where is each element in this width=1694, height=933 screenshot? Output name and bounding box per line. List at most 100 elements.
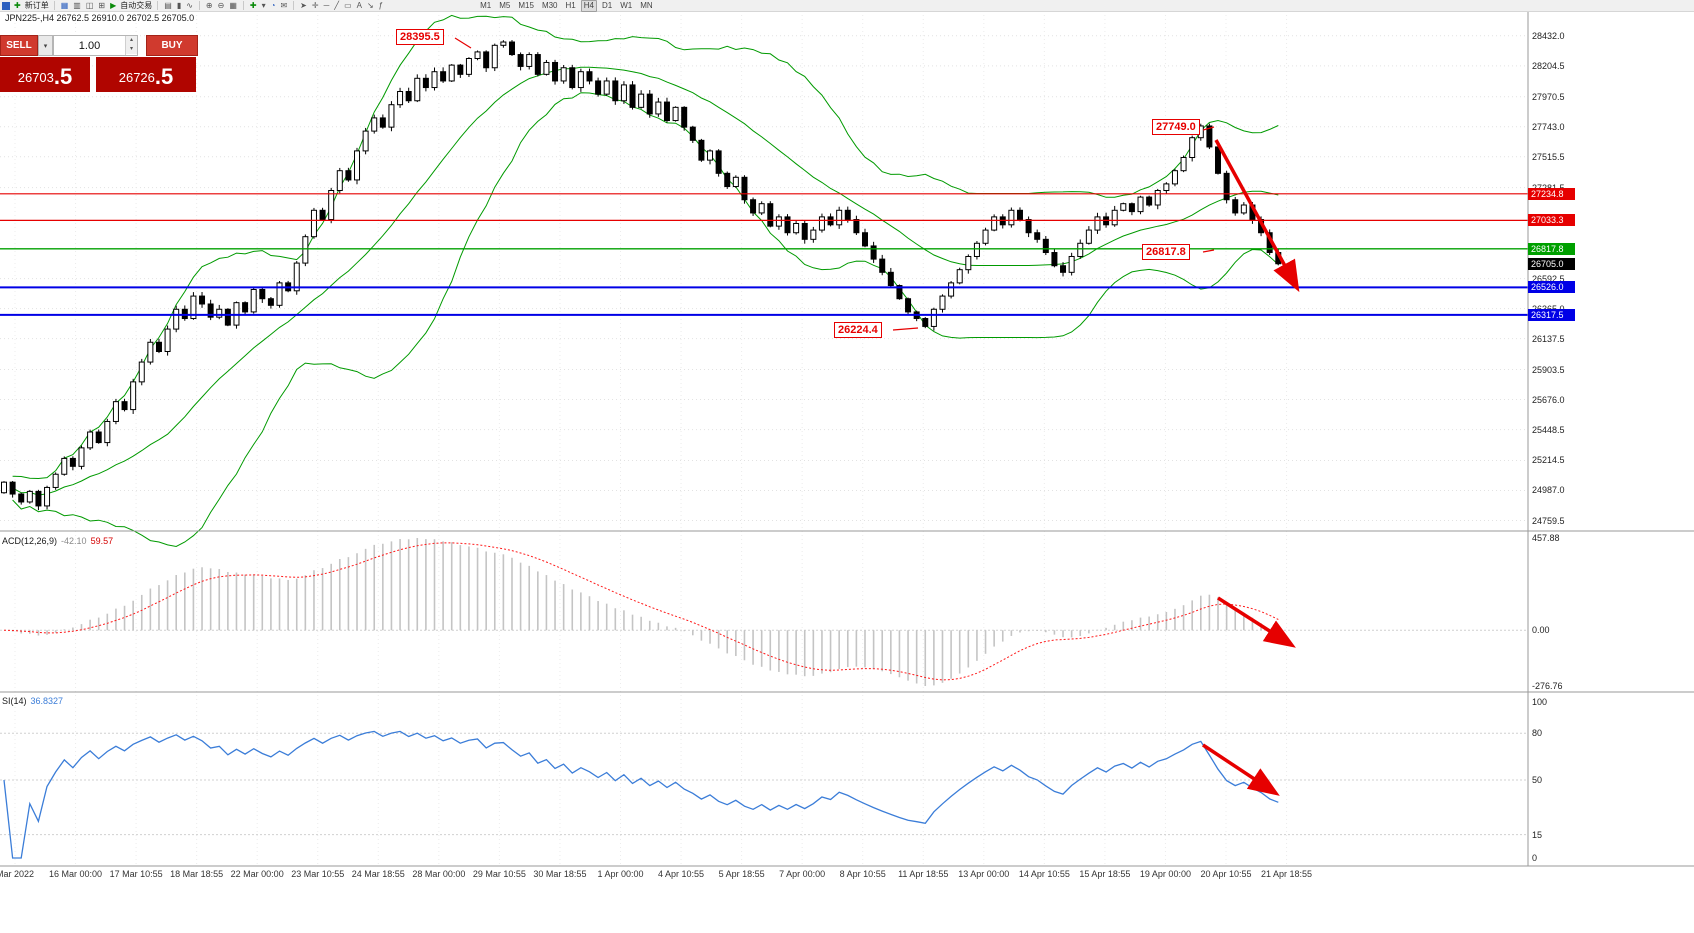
one-click-trading-panel: SELL ▾ ▴ ▾ BUY 26703.5 26726.5 bbox=[0, 35, 198, 92]
tile-windows-icon[interactable]: ▦ bbox=[229, 0, 237, 10]
add-indicator-icon[interactable]: ✚ bbox=[249, 0, 257, 10]
price-axis-label: 25903.5 bbox=[1532, 364, 1565, 375]
trendline-tool-icon[interactable]: ╱ bbox=[334, 0, 340, 10]
price-axis-label: 24759.5 bbox=[1532, 515, 1565, 526]
price-axis-label: 27515.5 bbox=[1532, 151, 1565, 162]
time-axis-label: 30 Mar 18:55 bbox=[533, 869, 587, 879]
buy-button[interactable]: BUY bbox=[146, 35, 198, 56]
annotation-connector bbox=[1202, 126, 1215, 131]
price-axis-label: 25214.5 bbox=[1532, 455, 1565, 466]
candlestick-series bbox=[1, 40, 1282, 511]
volume-stepper: ▴ ▾ bbox=[125, 36, 137, 55]
market-watch-icon[interactable]: ▦ bbox=[60, 0, 69, 10]
price-axis-label: 26365.0 bbox=[1532, 304, 1565, 314]
macd-main-value: -42.10 bbox=[61, 536, 87, 546]
timeframe-bar: M1 M5 M15 M30 H1 H4 D1 W1 MN bbox=[477, 0, 656, 12]
new-order-icon[interactable]: ✚ bbox=[14, 0, 21, 10]
buy-price-pip: .5 bbox=[154, 64, 174, 89]
timeframe-button-M30[interactable]: M30 bbox=[541, 0, 558, 10]
macd-indicator-label: ACD(12,26,9) -42.10 59.57 bbox=[2, 536, 113, 546]
downtrend-arrow-macd bbox=[1217, 596, 1296, 648]
macd-axis-label: 0.00 bbox=[1532, 625, 1550, 636]
timeframe-button-M5[interactable]: M5 bbox=[499, 0, 511, 10]
time-axis-label: 15 Apr 18:55 bbox=[1079, 869, 1131, 879]
volume-field: ▴ ▾ bbox=[53, 35, 138, 56]
rsi-axis-label: 80 bbox=[1532, 728, 1543, 739]
bollinger-bands bbox=[12, 14, 1279, 548]
rsi-axis-label: 15 bbox=[1532, 829, 1543, 840]
price-axis-label: 28432.0 bbox=[1532, 30, 1565, 41]
volume-down-button[interactable]: ▾ bbox=[126, 45, 137, 54]
toolbar: ✚ 新订单 ▦ ▥ ◫ ⊞ ▶ 自动交易 ▤ ▮ ∿ ⊕ ⊖ ▦ ✚ ▾ ◔ ✉… bbox=[0, 0, 1694, 12]
price-axis-label: 27281.5 bbox=[1532, 183, 1565, 193]
sell-price-pip: .5 bbox=[53, 64, 73, 89]
grid bbox=[0, 11, 1528, 866]
autotrading-button[interactable]: 自动交易 bbox=[120, 0, 153, 10]
timeframe-button-MN[interactable]: MN bbox=[640, 0, 653, 10]
navigator-icon[interactable]: ◫ bbox=[85, 0, 94, 10]
timeframe-button-D1[interactable]: D1 bbox=[601, 0, 613, 10]
time-axis-label: 11 Apr 18:55 bbox=[898, 869, 949, 879]
clock-icon[interactable]: ◔ bbox=[270, 0, 276, 10]
annotation-connector bbox=[892, 327, 919, 331]
timeframe-button-H1[interactable]: H1 bbox=[565, 0, 576, 10]
price-axis-label: 25448.5 bbox=[1532, 424, 1565, 435]
timeframe-button-M15[interactable]: M15 bbox=[518, 0, 534, 10]
toolbar-separator bbox=[242, 1, 244, 10]
toolbar-separator bbox=[293, 1, 295, 10]
bar-chart-icon[interactable]: ▤ bbox=[164, 0, 172, 10]
price-axis-label: 26592.5 bbox=[1532, 273, 1565, 284]
autotrading-play-icon[interactable]: ▶ bbox=[110, 0, 117, 10]
toolbar-separator bbox=[53, 1, 55, 10]
price-marker-box: 27033.3 bbox=[1528, 214, 1575, 227]
terminal-icon[interactable]: ⊞ bbox=[98, 0, 106, 10]
sell-price-display[interactable]: 26703.5 bbox=[0, 57, 90, 92]
zoom-in-icon[interactable]: ⊕ bbox=[205, 0, 213, 10]
volume-dropdown-button[interactable]: ▾ bbox=[38, 35, 53, 56]
cursor-icon[interactable]: ➤ bbox=[300, 0, 307, 10]
new-order-button[interactable]: 新订单 bbox=[24, 0, 49, 10]
symbol-ohlc-readout: JPN225-,H4 26762.5 26910.0 26702.5 26705… bbox=[5, 13, 195, 23]
price-marker-box: 27234.8 bbox=[1528, 187, 1575, 200]
time-axis-label: 17 Mar 10:55 bbox=[109, 869, 163, 879]
time-axis-label: 24 Mar 18:55 bbox=[351, 869, 405, 879]
volume-up-button[interactable]: ▴ bbox=[126, 36, 137, 45]
price-axis-label: 27970.5 bbox=[1532, 91, 1565, 102]
timeframe-button-H4[interactable]: H4 bbox=[580, 0, 597, 12]
text-tool-icon[interactable]: A bbox=[356, 0, 362, 10]
price-axis-label: 24987.0 bbox=[1532, 485, 1565, 496]
zoom-out-icon[interactable]: ⊖ bbox=[217, 0, 225, 10]
chevron-down-icon[interactable]: ▾ bbox=[261, 0, 266, 10]
rsi-indicator-label: SI(14) 36.8327 bbox=[2, 696, 63, 706]
rsi-axis-label: 100 bbox=[1532, 697, 1548, 707]
timeframe-button-W1[interactable]: W1 bbox=[620, 0, 633, 10]
rsi-name: SI(14) bbox=[2, 696, 27, 706]
timeframe-button-M1[interactable]: M1 bbox=[480, 0, 492, 10]
buy-price-display[interactable]: 26726.5 bbox=[96, 57, 196, 92]
price-marker-box: 26817.8 bbox=[1528, 242, 1575, 255]
price-axis-label: 25676.0 bbox=[1532, 394, 1565, 405]
volume-input[interactable] bbox=[54, 36, 125, 55]
price-marker-box: 26526.0 bbox=[1528, 281, 1575, 294]
trend-arrows bbox=[454, 37, 1300, 796]
sell-button[interactable]: SELL bbox=[0, 35, 38, 56]
bollinger-middle bbox=[12, 66, 1279, 496]
time-axis-label: 4 Apr 10:55 bbox=[658, 869, 705, 879]
indicators-icon[interactable]: ƒ bbox=[378, 0, 384, 10]
time-axis-label: 28 Mar 00:00 bbox=[412, 869, 466, 879]
bollinger-upper bbox=[12, 14, 1279, 480]
time-axis-label: 18 Mar 18:55 bbox=[170, 869, 224, 879]
time-axis-label: 8 Apr 10:55 bbox=[839, 869, 886, 879]
data-window-icon[interactable]: ▥ bbox=[73, 0, 81, 10]
time-axis-label: 13 Apr 00:00 bbox=[958, 869, 1010, 879]
price-axis-label: 26137.5 bbox=[1532, 333, 1565, 344]
price-annotation-support: 26817.8 bbox=[1142, 244, 1190, 260]
shapes-tool-icon[interactable]: ▭ bbox=[344, 0, 352, 10]
candle-chart-icon[interactable]: ▮ bbox=[176, 0, 182, 10]
crosshair-icon[interactable]: ✛ bbox=[311, 0, 319, 10]
hline-tool-icon[interactable]: ─ bbox=[323, 0, 330, 10]
mail-icon[interactable]: ✉ bbox=[280, 0, 288, 10]
arrows-tool-icon[interactable]: ↘ bbox=[366, 0, 374, 10]
line-chart-icon[interactable]: ∿ bbox=[186, 0, 193, 10]
